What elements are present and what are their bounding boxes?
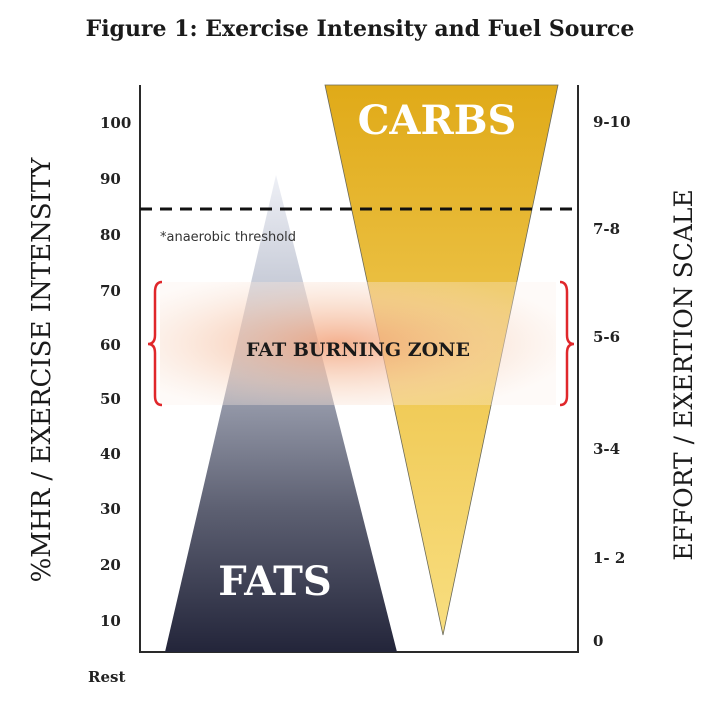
anaerobic-threshold-label: *anaerobic threshold xyxy=(160,230,296,245)
left-tick: 10 xyxy=(100,612,121,630)
left-tick: Rest xyxy=(88,668,125,686)
right-axis-label: EFFORT / EXERTION SCALE xyxy=(669,189,698,561)
left-tick: 30 xyxy=(100,500,121,518)
carbs-label: CARBS xyxy=(358,97,517,144)
zone-right-brace xyxy=(559,280,575,407)
left-tick: 90 xyxy=(100,170,121,188)
fat-burning-zone-band xyxy=(160,282,556,405)
left-tick: 50 xyxy=(100,390,121,408)
right-tick: 1- 2 xyxy=(593,549,625,567)
left-tick: 80 xyxy=(100,226,121,244)
right-axis-ticks: 9-10 7-8 5-6 3-4 1- 2 0 xyxy=(593,113,631,650)
left-tick: 70 xyxy=(100,282,121,300)
left-tick: 40 xyxy=(100,445,121,463)
fats-label: FATS xyxy=(218,558,332,605)
right-tick: 3-4 xyxy=(593,440,620,458)
figure-title: Figure 1: Exercise Intensity and Fuel So… xyxy=(86,16,635,42)
right-tick: 7-8 xyxy=(593,220,620,238)
fats-triangle xyxy=(165,175,397,652)
right-tick: 5-6 xyxy=(593,328,620,346)
right-tick: 0 xyxy=(593,632,603,650)
left-axis-label: %MHR / EXERCISE INTENSITY xyxy=(27,157,57,583)
left-tick: 100 xyxy=(100,114,131,132)
fat-burning-zone-label: FAT BURNING ZONE xyxy=(246,339,470,361)
right-tick: 9-10 xyxy=(593,113,631,131)
zone-left-brace xyxy=(147,280,163,407)
left-axis-ticks: 100 90 80 70 60 50 40 30 20 10 Rest xyxy=(88,114,131,686)
left-tick: 20 xyxy=(100,556,121,574)
left-tick: 60 xyxy=(100,336,121,354)
